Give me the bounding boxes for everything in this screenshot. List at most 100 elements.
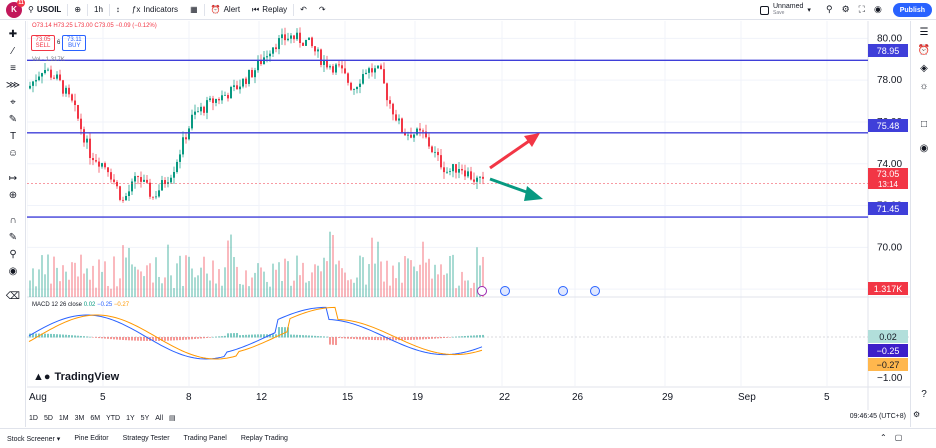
candle-body [92,158,94,161]
range-5y[interactable]: 5Y [140,414,150,422]
macd-histogram-bar [419,337,421,340]
range-6m[interactable]: 6M [90,414,101,422]
macd-histogram-bar [161,337,163,341]
user-avatar[interactable]: K 11 [6,0,25,18]
time-tick-label: 19 [412,392,424,403]
fullscreen-icon[interactable]: ⛶ [858,4,865,14]
publish-button[interactable]: Publish [892,3,932,17]
range-1d[interactable]: 1D [29,414,38,422]
magnet-icon[interactable]: ∩ [9,214,17,226]
volume-bar [242,284,244,297]
macd-histogram-bar [80,335,82,338]
redo-button[interactable]: ↷ [313,0,332,20]
macd-histogram-bar [404,337,406,341]
time-tick-label: Sep [738,392,756,403]
ruler-icon[interactable]: ↦ [8,172,18,184]
horizontal-lines-icon[interactable]: ≡ [10,62,16,74]
tab-stock-screener[interactable]: Stock Screener ▾ [7,435,61,443]
volume-bar [260,267,262,297]
sell-button[interactable]: 73.05 SELL [31,35,55,51]
chart-type-button[interactable]: ↕ [110,0,126,20]
range-1y[interactable]: 1Y [126,414,135,422]
candle-body [473,179,475,182]
range-all[interactable]: All [155,414,164,422]
templates-button[interactable]: ▦ [184,0,204,20]
range-3m[interactable]: 3M [74,414,85,422]
macd-histogram-bar [377,337,379,341]
range-ytd[interactable]: YTD [106,414,121,422]
volume-bar [482,256,484,297]
watchlist-icon[interactable]: ☰ [919,26,929,38]
broadcast-icon[interactable]: ◉ [919,142,929,154]
collapse-icon[interactable]: ⌃ [880,433,887,442]
range-5d[interactable]: 5D [43,414,53,422]
macd-histogram-bar [167,337,169,341]
candle-body [68,87,70,95]
range-1m[interactable]: 1M [58,414,69,422]
tab-strategy-tester[interactable]: Strategy Tester [122,435,170,442]
volume-bar [131,264,133,297]
settings-icon[interactable]: ⚙ [841,4,850,14]
trash-icon[interactable]: ⌫ [5,290,21,302]
text-icon[interactable]: T [9,130,17,142]
macd-histogram-bar [347,337,349,339]
camera-icon[interactable]: ◉ [873,4,882,14]
replay-button[interactable]: ⏮ Replay [252,4,288,15]
price-chart[interactable]: 80.0078.0076.0074.0072.0070.0068.00Aug58… [27,21,910,410]
quick-search-icon[interactable]: ⚲ [826,4,833,14]
volume-bar [314,264,316,297]
tab-pine-editor[interactable]: Pine Editor [74,435,109,442]
volume-bar [125,257,127,297]
lock-icon[interactable]: ⚲ [9,248,17,260]
pitchfork-icon[interactable]: ⋙ [5,79,21,91]
candle-body [83,129,85,143]
price-tick-label: 70.00 [877,242,902,253]
volume-bar [392,265,394,297]
volume-bar [263,271,265,297]
alarm-clock-icon[interactable]: ⏰ [917,44,931,56]
alert-button[interactable]: ⏰ Alert [210,5,241,14]
crosshair-icon[interactable]: ✚ [8,28,18,40]
macd-histogram-bar [344,337,346,339]
candle-body [371,68,373,73]
tab-replay-trading[interactable]: Replay Trading [240,435,288,442]
volume-bar [116,286,118,297]
volume-bar [152,282,154,297]
chat-icon[interactable]: □ [920,118,928,130]
candle-body [299,32,301,44]
timezone-label[interactable]: 09:46:45 (UTC+8) [849,413,906,420]
compare-button[interactable]: ⊕ [68,0,87,20]
brush-icon[interactable]: ✎ [8,113,18,125]
candle-body [254,70,256,78]
interval-button[interactable]: 1h [94,5,103,14]
buy-button[interactable]: 73.11 BUY [62,35,87,51]
trend-line-icon[interactable]: ⁄ [12,45,14,57]
candle-body [35,80,37,82]
macd-histogram-bar [338,337,340,339]
indicators-button[interactable]: ƒx Indicators [131,5,179,14]
settings-gear-icon[interactable]: ⚙ [913,410,921,419]
maximize-icon[interactable]: ▢ [894,433,903,442]
layers-icon[interactable]: ◈ [920,62,928,74]
symbol-search[interactable]: ⚲ USOIL [28,5,62,14]
eye-icon[interactable]: ◉ [8,265,18,277]
macd-histogram-bar [170,337,172,341]
candle-body [356,86,358,90]
tab-trading-panel[interactable]: Trading Panel [183,435,227,442]
volume-bar [245,270,247,297]
lightbulb-icon[interactable]: ☼ [919,80,929,92]
volume-bar [107,285,109,297]
volume-bar [362,257,364,297]
help-icon[interactable]: ? [921,388,927,400]
pattern-icon[interactable]: ⌖ [10,96,16,108]
goto-date-icon[interactable]: ▤ [169,415,176,422]
undo-button[interactable]: ↶ [294,0,313,20]
layout-menu[interactable]: Unnamed Save ▾ [760,3,811,17]
zoom-in-icon[interactable]: ⊕ [8,189,18,201]
candle-body [56,74,58,79]
volume-bar [446,273,448,297]
macd-histogram-bar [113,337,115,340]
emoji-icon[interactable]: ☺ [7,147,19,159]
macd-histogram-bar [98,337,100,339]
lock-drawing-icon[interactable]: ✎ [8,231,18,243]
